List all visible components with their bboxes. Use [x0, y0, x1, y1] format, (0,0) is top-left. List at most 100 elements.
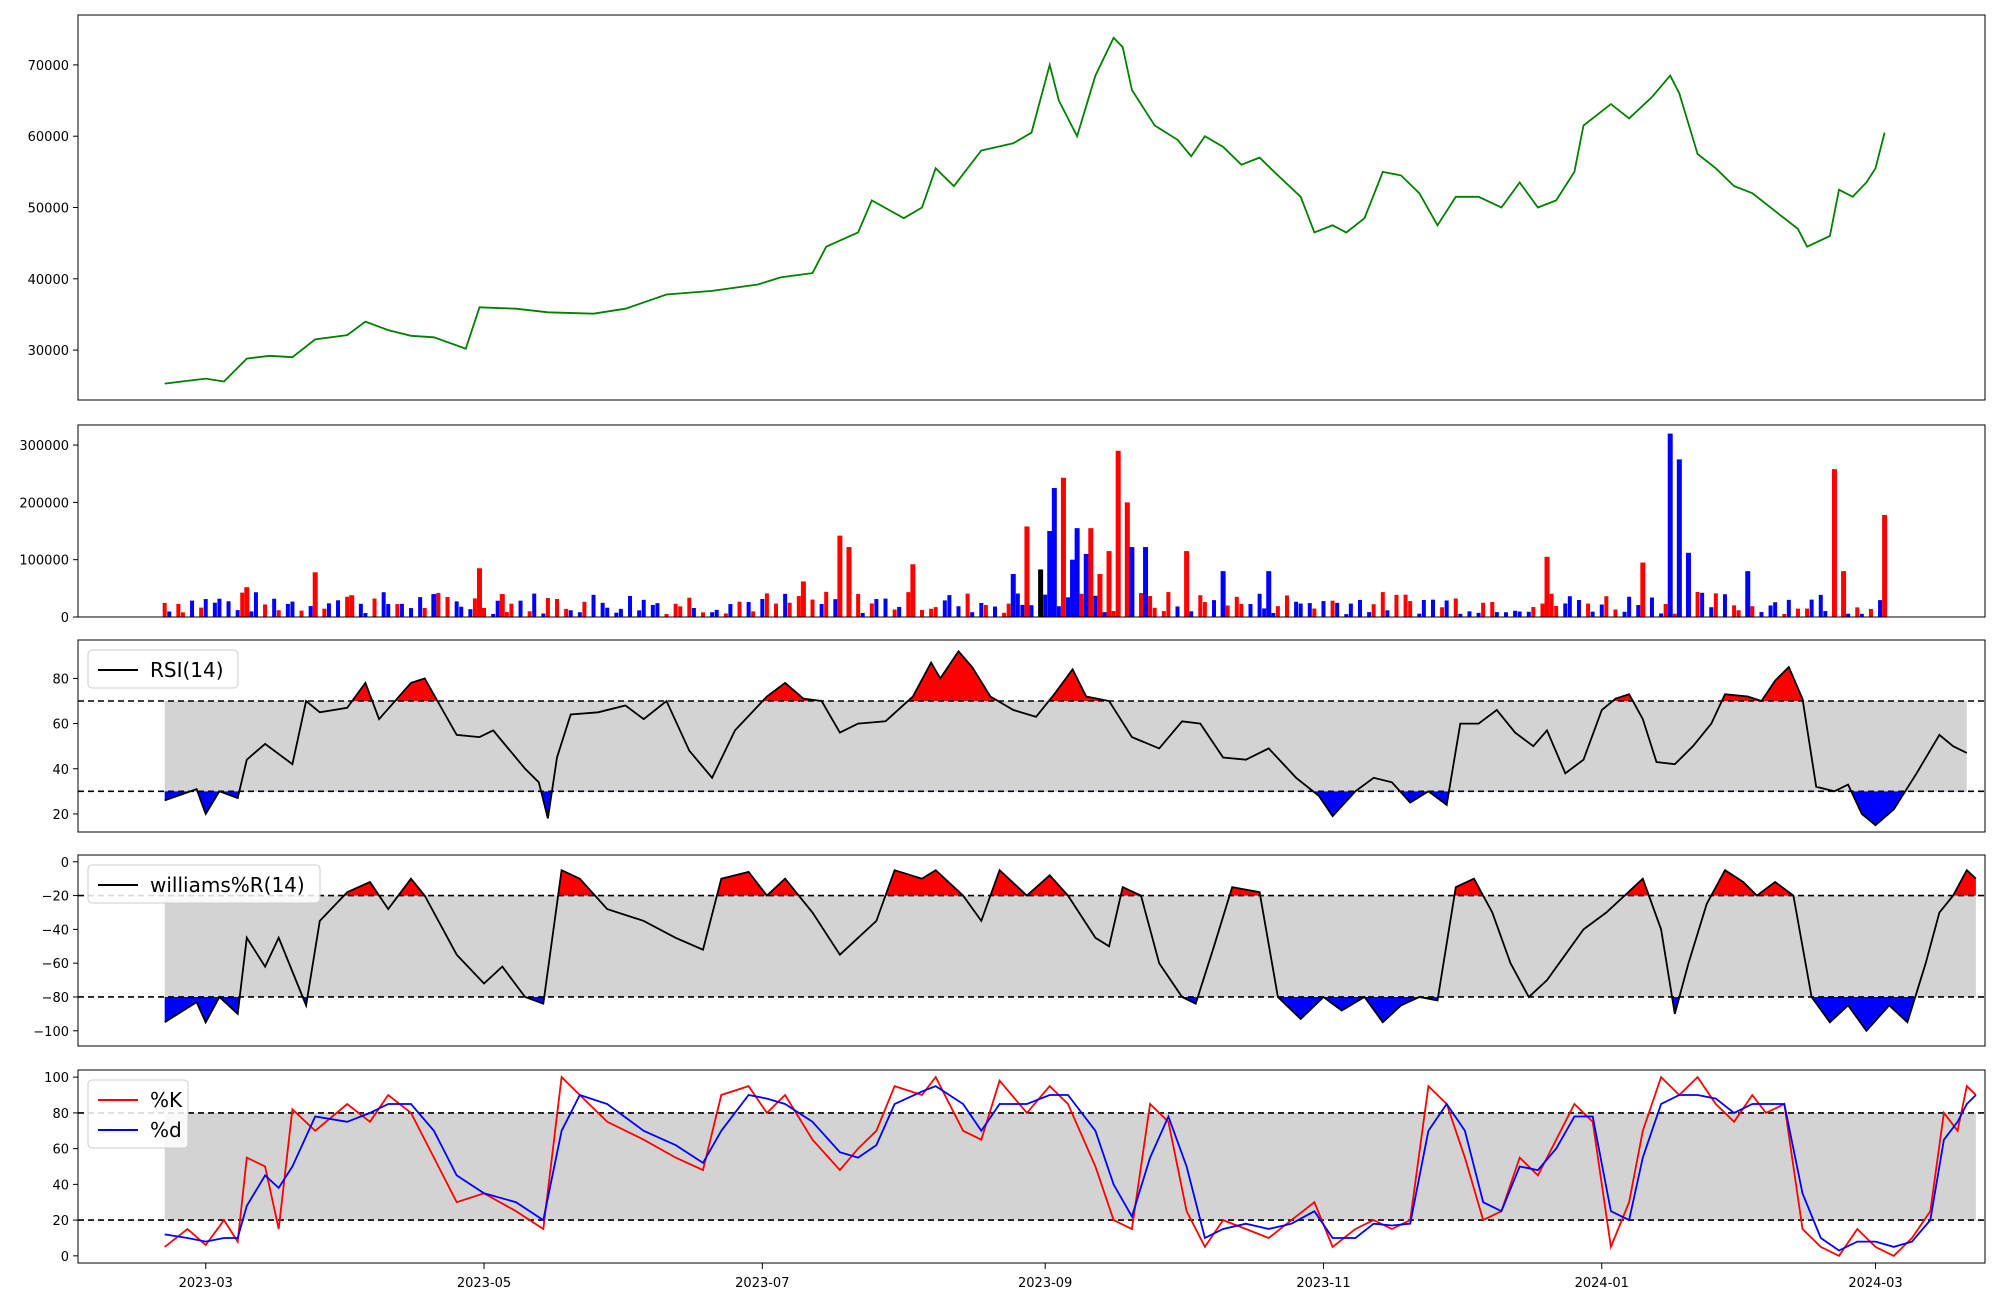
- y-tick-label: 20: [52, 808, 69, 823]
- volume-bar: [1220, 571, 1226, 617]
- volume-bar: [1106, 551, 1112, 617]
- volume-bar: [1074, 528, 1080, 617]
- volume-bar: [1088, 528, 1094, 617]
- volume-bar: [476, 568, 482, 617]
- volume-bar: [1330, 600, 1335, 617]
- volume-bar: [1002, 612, 1007, 617]
- volume-bar: [1613, 609, 1618, 617]
- volume-bar: [897, 606, 902, 617]
- panel-rsi: 20 40 60 80 RSI(14): [52, 639, 1986, 833]
- volume-bar: [710, 612, 715, 617]
- volume-bar: [1148, 596, 1153, 617]
- legend-box: [87, 864, 321, 904]
- volume-bar: [983, 604, 988, 617]
- volume-bar: [1257, 593, 1262, 617]
- legend-label: %d: [150, 1118, 182, 1142]
- volume-bar: [1294, 601, 1299, 617]
- d-line: [164, 1085, 1977, 1252]
- volume-bar: [673, 603, 678, 617]
- overbought-fill: [164, 652, 1967, 701]
- volume-bar: [1846, 613, 1851, 617]
- volume-bar: [1010, 574, 1016, 617]
- volume-bar: [468, 609, 473, 617]
- volume-bar: [655, 603, 660, 617]
- volume-bar: [1394, 594, 1399, 617]
- volume-bar: [800, 581, 806, 617]
- y-tick-label: −40: [42, 923, 69, 938]
- y-tick-label: 200000: [19, 496, 69, 511]
- x-tick-label: 2023-07: [735, 1276, 789, 1291]
- volume-bar: [226, 601, 231, 617]
- volume-bar: [846, 547, 852, 617]
- volume-bar: [190, 600, 195, 617]
- volume-bar: [409, 608, 414, 617]
- x-tick-label: 2023-09: [1018, 1276, 1072, 1291]
- volume-bar: [993, 606, 998, 617]
- volume-bar: [1554, 605, 1559, 617]
- volume-bar: [345, 596, 350, 617]
- volume-bar: [883, 598, 888, 617]
- volume-bar: [1047, 531, 1053, 617]
- legend-box: [87, 649, 239, 689]
- volume-bar: [349, 595, 355, 617]
- volume-bar: [1029, 605, 1034, 617]
- volume-bar: [1586, 603, 1591, 617]
- volume-bar: [819, 604, 824, 617]
- volume-bar: [1517, 611, 1522, 617]
- volume-bar: [399, 603, 404, 617]
- volume-bar: [1348, 603, 1353, 617]
- neutral-band: [164, 1112, 1976, 1221]
- volume-bar: [1695, 591, 1700, 617]
- volume-bar: [1467, 611, 1472, 617]
- y-tick-label: −100: [33, 1025, 69, 1040]
- volume-bar: [1408, 601, 1413, 617]
- volume-bar: [1823, 611, 1828, 617]
- volume-bar: [764, 593, 769, 617]
- volume-bar: [860, 612, 865, 617]
- volume-bar: [1818, 594, 1823, 617]
- volume-bar: [869, 603, 874, 617]
- volume-bar: [1070, 559, 1076, 617]
- volume-bar: [1700, 592, 1705, 617]
- volume-bar: [1357, 599, 1362, 617]
- volume-bar: [199, 607, 204, 617]
- volume-bar: [942, 600, 947, 617]
- y-tick-label: 40000: [28, 273, 69, 288]
- volume-bar: [568, 610, 573, 617]
- volume-bar: [1043, 594, 1048, 617]
- y-tick-label: 60: [52, 718, 69, 733]
- volume-bar: [1143, 547, 1149, 617]
- volume-bar: [1239, 603, 1244, 617]
- volume-bar: [1307, 603, 1312, 617]
- volume-bar: [1544, 556, 1550, 617]
- panel-frame: [77, 854, 1986, 1047]
- volume-bar: [1102, 612, 1107, 617]
- volume-bar: [1335, 602, 1340, 617]
- volume-bar: [605, 607, 610, 617]
- y-tick-label: 20: [52, 1214, 69, 1229]
- volume-bar: [600, 602, 605, 617]
- volume-bar: [1380, 592, 1385, 617]
- volume-bar: [1503, 612, 1508, 617]
- volume-bar: [1672, 613, 1677, 617]
- volume-bar: [499, 594, 505, 617]
- volume-bar: [299, 610, 304, 617]
- legend-label: williams%R(14): [150, 873, 305, 897]
- volume-bar: [746, 602, 751, 617]
- volume-bar: [240, 592, 245, 617]
- volume-bar: [1093, 595, 1098, 617]
- volume-bar: [1403, 594, 1408, 617]
- y-tick-label: 80: [52, 672, 69, 687]
- volume-bar: [1129, 547, 1135, 617]
- volume-bar: [1111, 611, 1116, 617]
- volume-bar: [1659, 613, 1664, 617]
- volume-bar: [1262, 608, 1267, 617]
- volume-bar: [1805, 608, 1810, 617]
- oversold-fill: [164, 791, 1967, 825]
- volume-bar: [308, 606, 313, 617]
- volume-bar: [1663, 603, 1668, 617]
- volume-bar: [929, 608, 934, 617]
- volume-bar: [760, 598, 765, 617]
- volume-bar: [1676, 459, 1682, 617]
